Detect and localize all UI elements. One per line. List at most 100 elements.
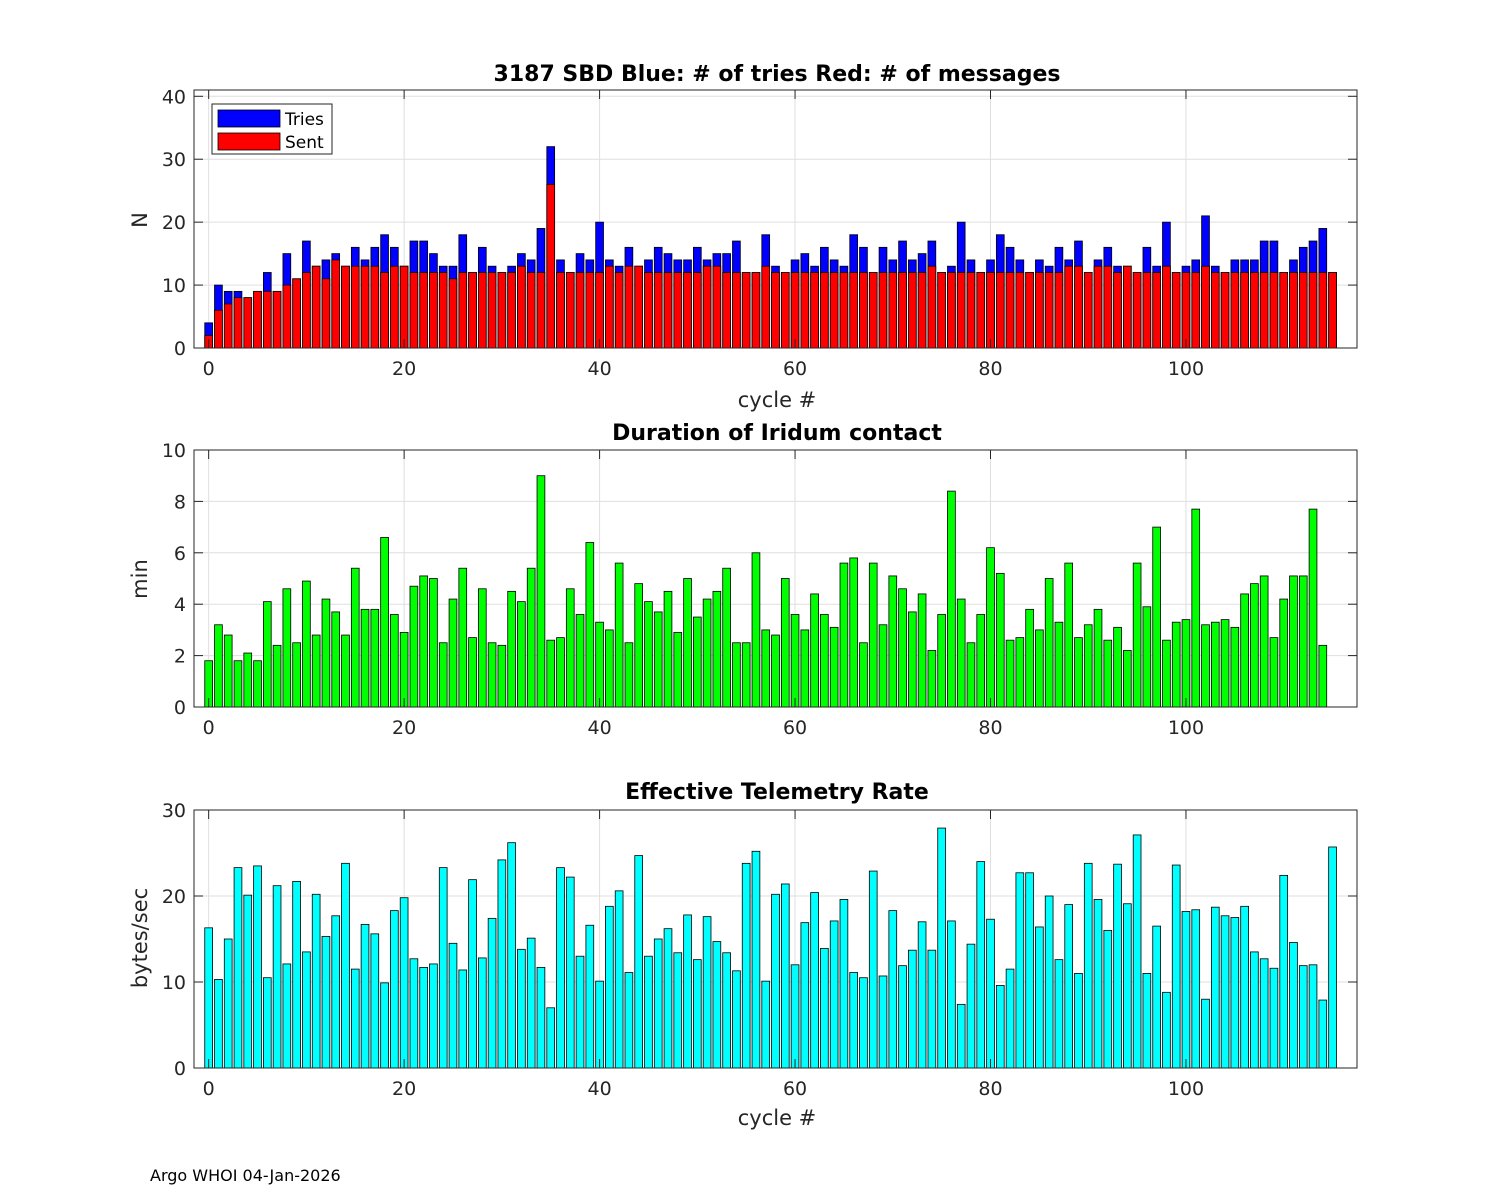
bar	[810, 593, 819, 708]
bar	[702, 916, 712, 1069]
bar	[556, 867, 565, 1069]
bar	[507, 590, 516, 708]
bar	[771, 893, 780, 1069]
bar	[1152, 526, 1161, 708]
bar-sent	[1220, 272, 1230, 349]
bar	[644, 601, 653, 708]
bar-sent	[1123, 265, 1132, 349]
bar-sent	[722, 272, 731, 349]
bar	[243, 894, 253, 1069]
bar	[1191, 508, 1201, 708]
bar	[1113, 863, 1122, 1069]
bar-sent	[1308, 272, 1318, 349]
bar	[1152, 925, 1161, 1069]
y-tick-label: 20	[162, 212, 186, 234]
bar-sent	[702, 265, 712, 349]
bar	[937, 827, 946, 1069]
bar	[673, 632, 683, 708]
bar-sent	[1005, 272, 1015, 349]
bar	[683, 578, 692, 708]
bar-sent	[487, 272, 497, 349]
bar	[1289, 575, 1298, 708]
bar	[1162, 639, 1171, 708]
bar-sent	[976, 272, 986, 349]
bar-sent	[1093, 265, 1103, 349]
bar	[614, 890, 624, 1069]
bar	[1269, 967, 1279, 1069]
bar-sent	[673, 272, 683, 349]
bar	[976, 861, 986, 1069]
bar	[683, 914, 692, 1069]
bar	[800, 922, 810, 1069]
bar	[477, 957, 487, 1069]
bar	[1132, 834, 1142, 1069]
bar	[223, 938, 233, 1069]
bar	[927, 949, 937, 1069]
bar-sent	[1230, 272, 1240, 349]
y-tick-label: 4	[174, 594, 186, 616]
bar	[536, 475, 546, 708]
bar	[1074, 973, 1083, 1069]
bar-sent	[1259, 272, 1269, 349]
y-tick-label: 2	[174, 646, 186, 668]
bar	[262, 977, 272, 1069]
y-tick-label: 10	[162, 275, 186, 297]
bar-sent	[1289, 272, 1298, 349]
bar	[1123, 903, 1132, 1069]
bar	[546, 1007, 556, 1069]
bar-sent	[966, 272, 976, 349]
bar	[223, 634, 233, 708]
bar-sent	[927, 265, 937, 349]
bar	[233, 660, 243, 708]
bar	[370, 933, 380, 1069]
bar	[1083, 862, 1093, 1069]
bar	[605, 905, 614, 1069]
y-axis-label: N	[128, 212, 152, 228]
bar-sent	[282, 284, 292, 349]
y-tick-label: 30	[162, 149, 186, 171]
bar	[282, 588, 292, 708]
bar	[272, 885, 282, 1069]
bar	[829, 920, 839, 1069]
bar	[1201, 624, 1210, 708]
bar-sent	[546, 183, 556, 349]
bar	[1054, 621, 1064, 708]
bar	[780, 883, 790, 1069]
bar-sent	[536, 272, 546, 349]
bar	[917, 921, 927, 1069]
bar-sent	[751, 272, 761, 349]
bar	[1308, 964, 1318, 1069]
y-tick-label: 8	[174, 491, 186, 513]
bar-sent	[1025, 272, 1034, 349]
bar	[1298, 575, 1308, 708]
bar-sent	[868, 272, 878, 349]
bar-sent	[1064, 265, 1074, 349]
bar-sent	[644, 272, 653, 349]
bar	[409, 585, 419, 708]
bar	[839, 899, 849, 1069]
bar	[1074, 637, 1083, 708]
bar	[722, 952, 731, 1069]
bar	[732, 642, 741, 708]
y-tick-label: 0	[174, 697, 186, 719]
bar	[282, 963, 292, 1069]
bar	[966, 642, 976, 708]
bar-sent	[937, 272, 946, 349]
y-tick-label: 10	[162, 972, 186, 994]
bar-sent	[898, 272, 907, 349]
duration-chart: 0 20 40 60 80 100 0 2 4 6 8 10 Duration of Iridum c…	[128, 421, 1358, 739]
bar	[1201, 998, 1210, 1069]
bar	[1279, 598, 1289, 708]
bar-sent	[497, 272, 507, 349]
x-tick-label: 80	[978, 358, 1002, 380]
legend: Tries Sent	[211, 103, 333, 155]
bar-sent	[800, 272, 810, 349]
bar	[1005, 968, 1015, 1069]
bar	[780, 578, 790, 708]
bar	[1220, 915, 1230, 1069]
bar	[849, 557, 858, 708]
bar	[1308, 508, 1318, 708]
bar	[1093, 899, 1103, 1069]
bar	[390, 910, 399, 1069]
bar-sent	[653, 272, 663, 349]
